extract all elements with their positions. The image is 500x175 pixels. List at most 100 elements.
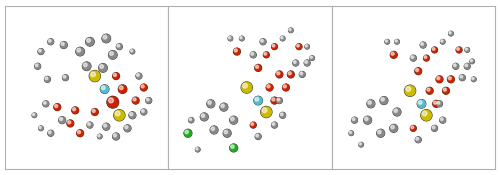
Circle shape [280,36,285,41]
Circle shape [118,85,127,94]
Circle shape [211,127,214,130]
Circle shape [32,113,37,118]
Circle shape [376,129,385,137]
Circle shape [242,83,248,88]
Circle shape [262,108,267,113]
Circle shape [222,129,232,138]
Circle shape [440,118,443,121]
Circle shape [136,74,140,76]
Circle shape [141,85,144,88]
Circle shape [75,47,85,57]
Circle shape [107,96,119,108]
Circle shape [447,75,455,83]
Circle shape [42,100,50,107]
Circle shape [260,106,272,118]
Circle shape [229,143,238,152]
Circle shape [270,96,278,105]
Circle shape [60,41,68,49]
Circle shape [91,108,99,116]
Circle shape [230,144,238,152]
Circle shape [221,104,224,108]
Circle shape [404,85,416,97]
Circle shape [234,49,237,52]
Circle shape [38,126,44,131]
Circle shape [414,67,422,75]
Circle shape [260,38,266,45]
Circle shape [108,98,114,103]
Circle shape [92,109,95,112]
Circle shape [254,133,262,140]
Circle shape [89,70,101,82]
Circle shape [394,39,400,44]
Circle shape [145,97,152,104]
Circle shape [200,113,208,121]
Circle shape [420,42,426,48]
Circle shape [280,36,285,41]
Circle shape [88,123,90,125]
Circle shape [469,58,475,64]
Circle shape [423,55,430,61]
Circle shape [62,74,68,81]
Circle shape [84,63,87,67]
Circle shape [48,130,54,136]
Circle shape [115,111,120,116]
Circle shape [240,81,253,94]
Circle shape [38,125,44,131]
Circle shape [188,117,194,123]
Circle shape [97,134,102,139]
Circle shape [465,64,468,67]
Circle shape [442,87,450,95]
Circle shape [366,99,376,108]
Circle shape [288,27,294,33]
Circle shape [48,39,51,42]
Circle shape [72,108,76,111]
Circle shape [102,34,111,43]
Circle shape [100,65,103,68]
Circle shape [260,38,266,45]
Circle shape [280,112,286,119]
Circle shape [86,122,93,128]
Circle shape [423,54,430,62]
Circle shape [130,49,136,54]
Circle shape [114,110,125,121]
Circle shape [66,120,74,127]
Circle shape [88,70,101,82]
Circle shape [358,142,364,147]
Circle shape [112,132,120,141]
Circle shape [48,131,51,134]
Circle shape [471,77,476,82]
Circle shape [436,76,443,83]
Circle shape [466,48,468,50]
Circle shape [106,96,120,109]
Circle shape [263,51,270,58]
Circle shape [47,130,54,137]
Circle shape [266,83,274,92]
Circle shape [384,39,390,45]
Circle shape [363,116,372,125]
Circle shape [448,31,454,36]
Circle shape [230,117,234,121]
Circle shape [102,123,110,131]
Circle shape [255,133,262,140]
Circle shape [288,72,291,75]
Circle shape [280,113,283,116]
Circle shape [44,76,51,83]
Circle shape [60,41,68,49]
Circle shape [140,108,147,116]
Circle shape [436,100,443,107]
Circle shape [410,125,417,132]
Circle shape [250,122,256,128]
Circle shape [276,97,283,104]
Circle shape [304,44,310,49]
Circle shape [280,37,283,39]
Circle shape [140,84,147,91]
Circle shape [188,117,194,123]
Circle shape [224,130,228,134]
Circle shape [410,54,417,62]
Circle shape [287,71,294,78]
Circle shape [422,111,427,116]
Circle shape [136,73,142,79]
Circle shape [277,98,280,101]
Circle shape [130,50,132,52]
Circle shape [439,117,446,124]
